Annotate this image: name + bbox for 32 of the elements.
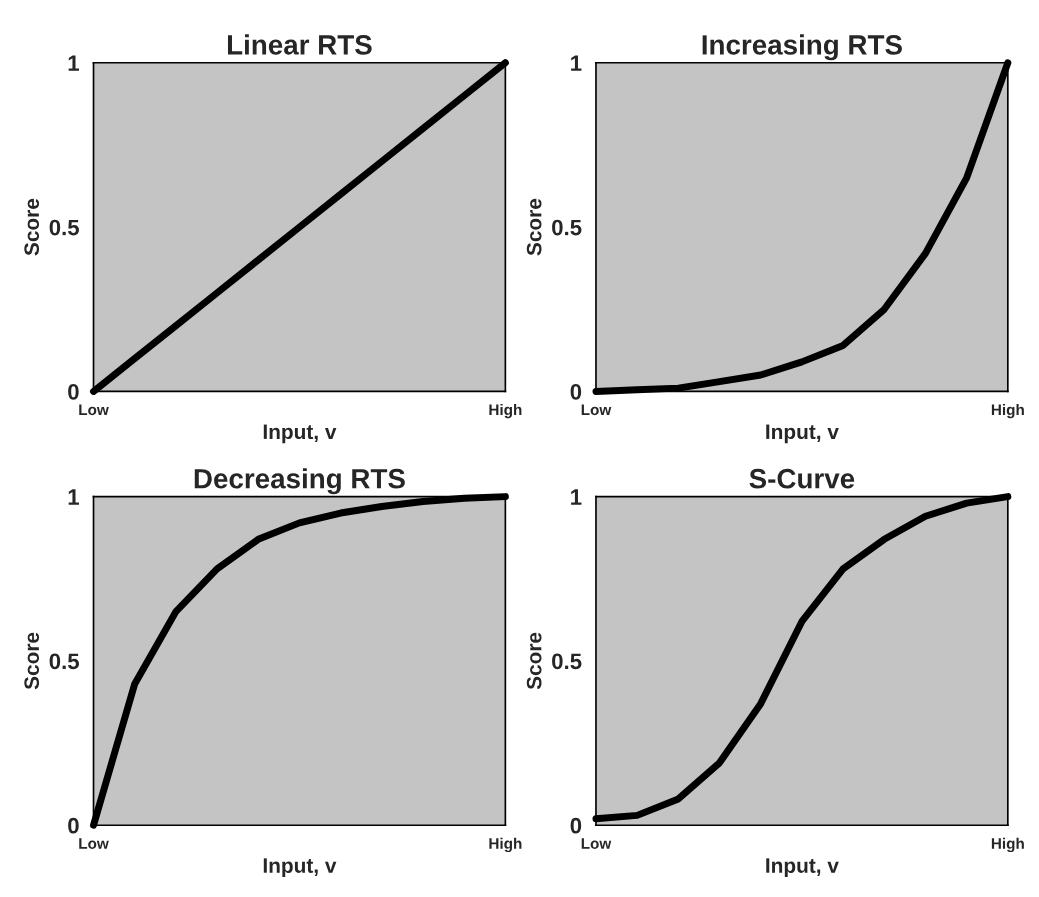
x-axis-title: Input, v (766, 424, 839, 444)
y-tick-label: 0 (570, 817, 582, 834)
x-tick-label: Low (79, 404, 109, 416)
x-tick-label: High (991, 837, 1024, 853)
y-tick-label: 0 (68, 817, 79, 834)
y-tick-label: 1 (571, 55, 582, 71)
y-tick-label: 0 (68, 383, 79, 400)
y-tick-label: 1 (571, 489, 582, 505)
y-tick-label: 0.5 (49, 219, 79, 236)
y-tick-label: 0.5 (552, 653, 582, 670)
y-axis-title: Score (526, 632, 542, 690)
chart-title: S-Curve (749, 468, 855, 489)
y-tick-label: 1 (68, 55, 79, 71)
y-tick-label: 0.5 (552, 219, 582, 236)
x-tick-label: High (991, 403, 1024, 419)
y-axis-title: Score (24, 198, 40, 256)
chart-title: Linear RTS (227, 34, 372, 55)
y-tick-label: 0 (570, 383, 582, 400)
x-tick-label: Low (581, 404, 612, 416)
y-tick-label: 0.5 (49, 653, 79, 670)
x-tick-label: Low (79, 838, 109, 849)
x-tick-label: High (489, 837, 522, 853)
x-axis-title: Input, v (263, 858, 337, 878)
y-tick-label: 1 (68, 489, 79, 505)
x-tick-label: Low (581, 838, 612, 849)
chart-title: Increasing RTS (702, 34, 902, 61)
y-axis-title: Score (24, 632, 40, 690)
x-tick-label: High (489, 403, 522, 419)
x-axis-title: Input, v (263, 424, 337, 444)
x-axis-title: Input, v (766, 858, 839, 878)
y-axis-title: Score (526, 198, 542, 256)
chart-title: Decreasing RTS (194, 468, 405, 495)
